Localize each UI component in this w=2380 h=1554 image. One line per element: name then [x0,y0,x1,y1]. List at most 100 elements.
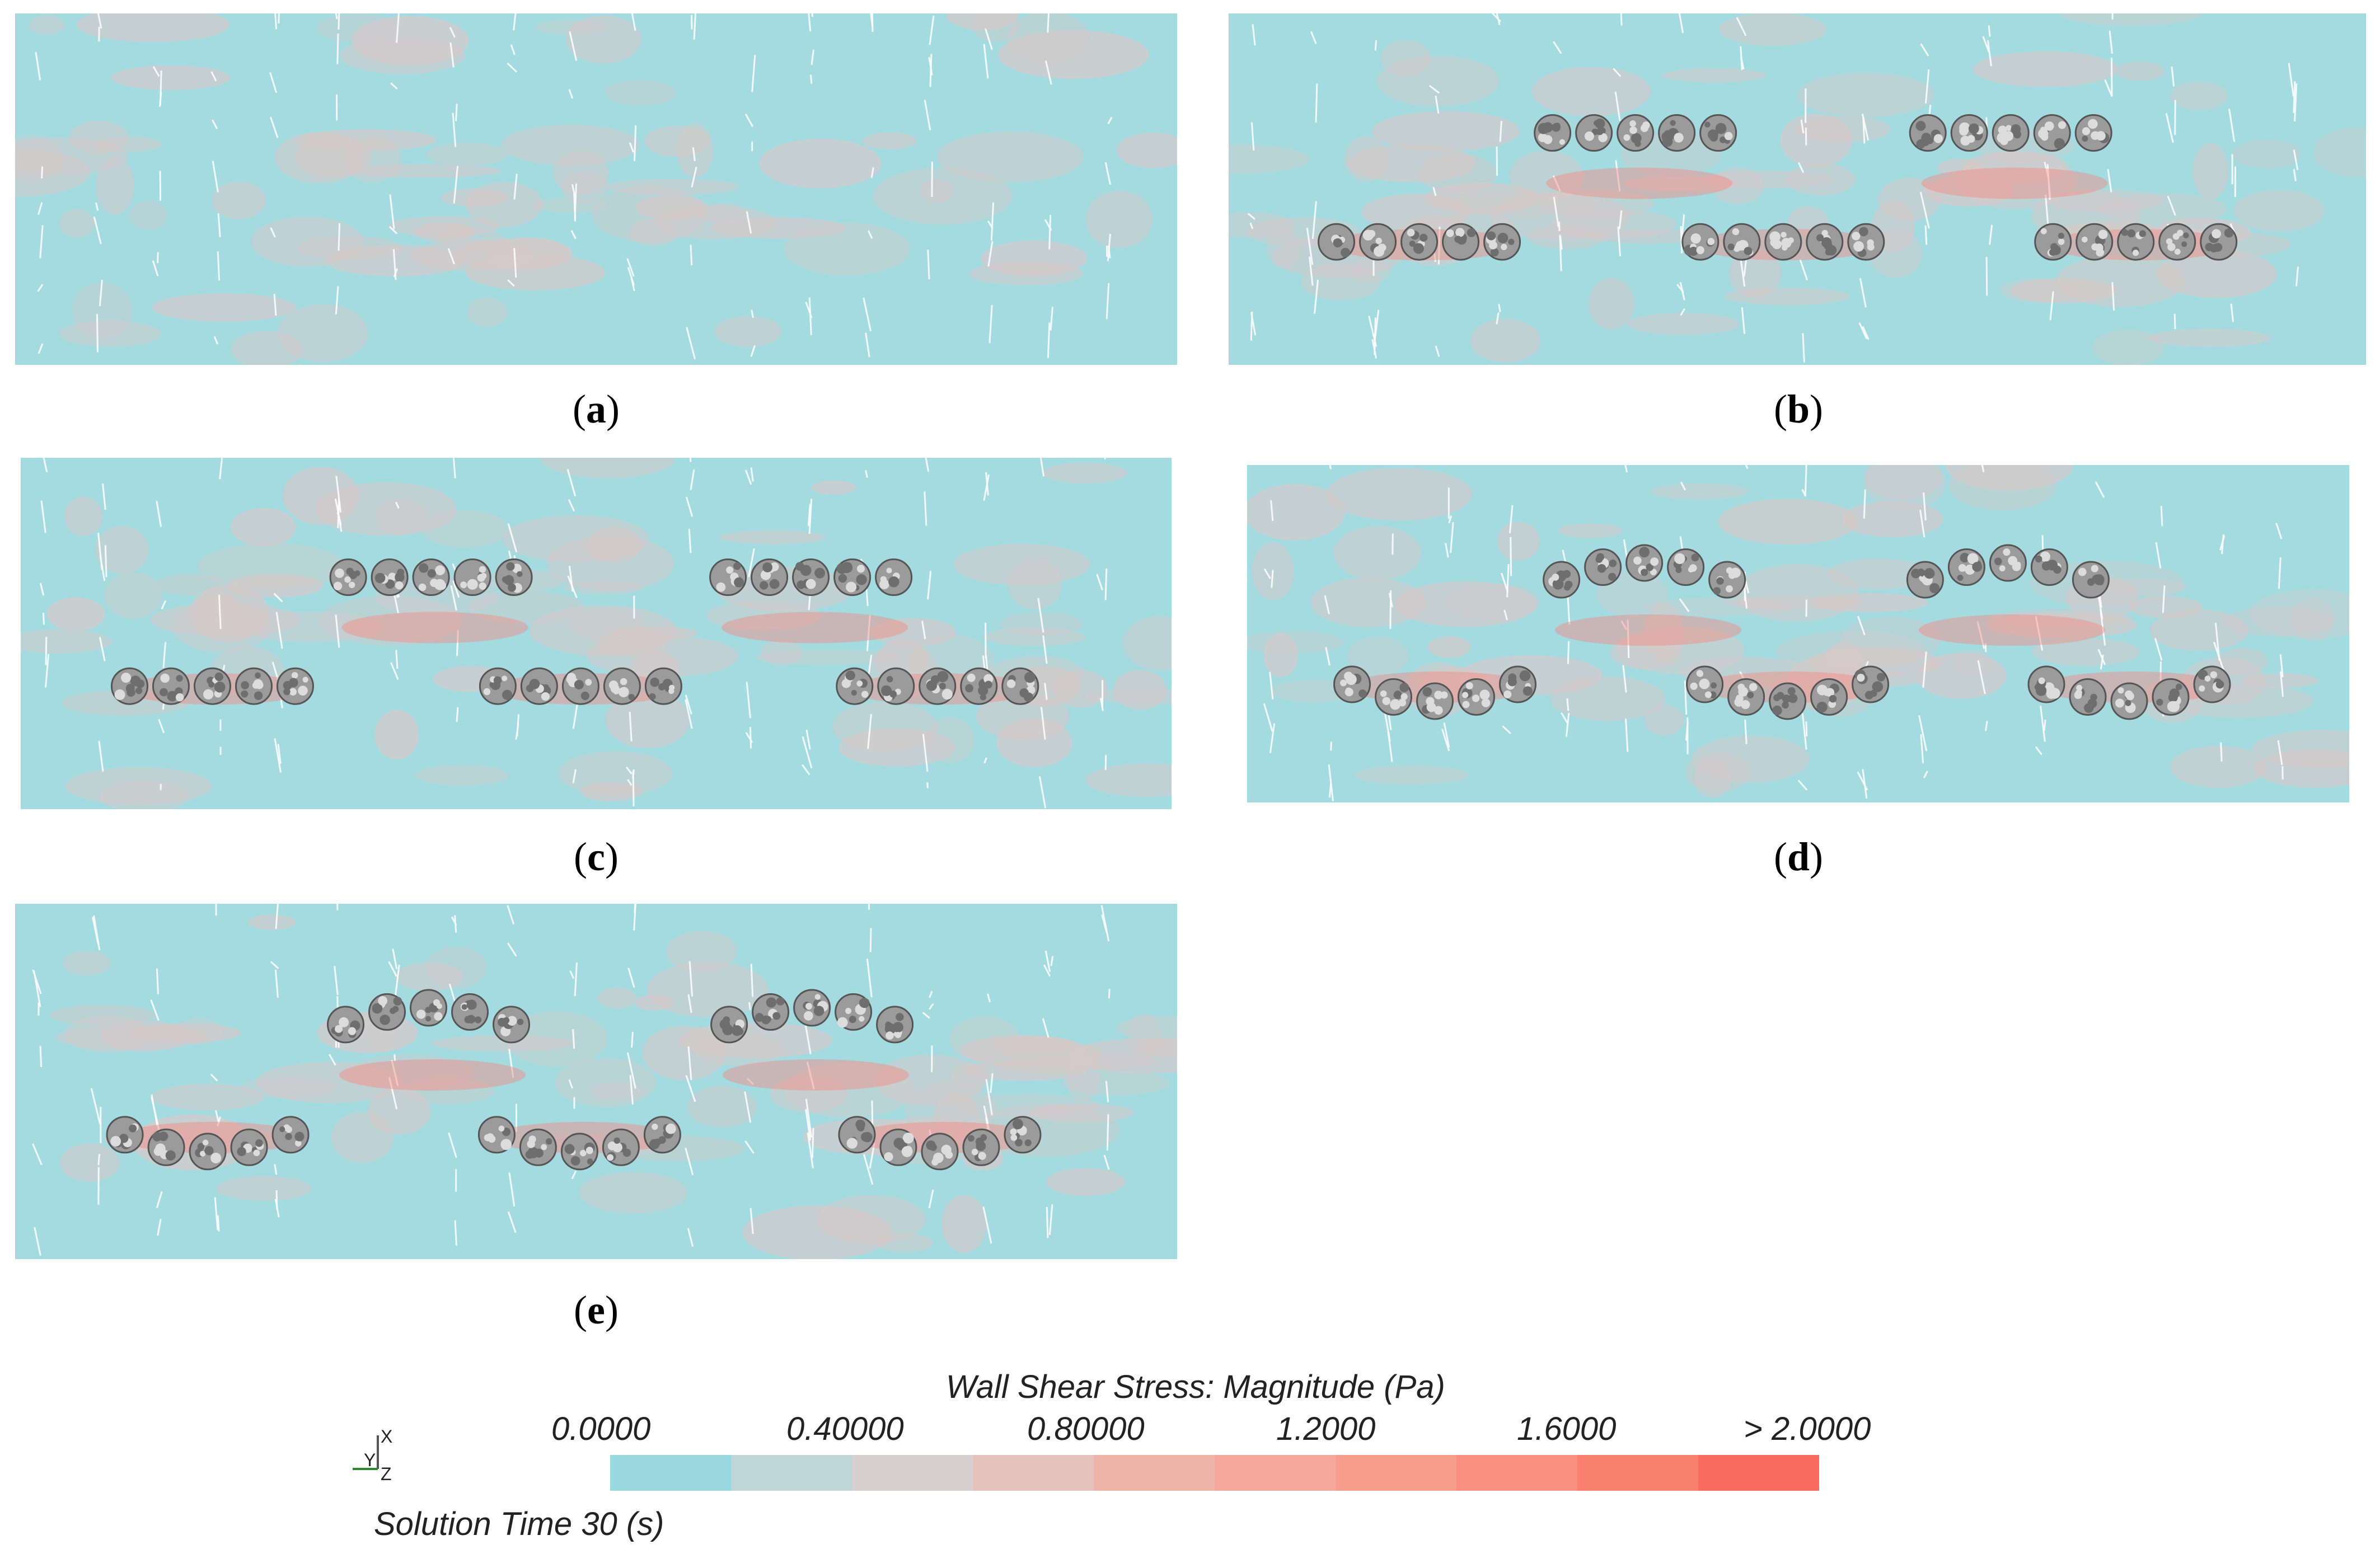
particle [1575,114,1613,152]
velocity-vector [2100,654,2104,670]
stress-patch [1923,175,2013,207]
velocity-vector [507,1211,517,1233]
stress-patch [189,585,269,642]
velocity-vector [217,213,221,237]
velocity-vector [1428,84,1440,94]
stress-patch [953,543,1090,585]
particle [451,993,489,1031]
velocity-vector [152,66,160,77]
velocity-vector [217,251,221,281]
stress-patch [1137,1038,1177,1058]
velocity-vector [869,928,872,952]
velocity-vector [1984,721,1988,731]
stress-patch [1693,757,1732,798]
stress-patch [2233,190,2325,232]
particle [276,667,314,705]
velocity-vector [1448,515,1453,524]
stress-patch [2157,250,2277,298]
velocity-vector [983,474,990,501]
velocity-vector [2155,542,2162,569]
velocity-vector [2228,109,2236,142]
particle [879,1128,917,1166]
velocity-vector [1614,91,1621,121]
legend-tick: 1.6000 [1517,1411,1617,1447]
particle [561,667,599,705]
stress-patch [1333,526,1422,580]
particle [793,989,831,1027]
velocity-vector [687,994,692,1013]
velocity-vector [161,600,167,610]
velocity-vector [335,286,339,314]
velocity-vector [1101,914,1108,933]
velocity-vector [390,662,399,680]
stress-patch [46,597,105,631]
velocity-vector [983,44,989,79]
stress-patch [1946,465,2074,491]
stress-patch [251,217,364,267]
particle [1681,223,1720,261]
velocity-vector [2162,585,2166,613]
velocity-vector [1553,41,1562,54]
particle [235,667,273,705]
velocity-vector [274,1199,280,1218]
velocity-vector [806,1061,815,1090]
velocity-vector [634,125,637,161]
velocity-vector [43,458,48,472]
velocity-vector [508,1049,514,1078]
velocity-vector [39,583,45,596]
stress-patch [1470,318,1541,363]
velocity-vector [805,1109,812,1141]
particle [519,1128,557,1166]
velocity-vector [929,54,933,87]
velocity-vector [924,491,927,526]
stress-patch [904,1082,996,1137]
stress-patch [226,574,324,598]
velocity-vector [1799,259,1809,281]
velocity-vector [1441,729,1450,752]
particle [479,667,517,705]
velocity-vector [569,31,578,61]
stress-patch [2092,330,2164,365]
velocity-vector [746,211,752,234]
particle [960,667,998,705]
stress-patch [711,217,846,239]
particle [1852,665,1890,703]
velocity-vector [2043,720,2046,731]
velocity-vector [1048,215,1052,250]
velocity-vector [1553,196,1559,227]
particle [412,558,450,597]
velocity-vector [801,764,810,776]
velocity-vector [572,704,578,729]
velocity-vector [1250,122,1255,151]
velocity-vector [1105,283,1110,320]
stress-patch [2150,609,2248,651]
particle [1806,223,1844,261]
stress-patch [1046,1168,1125,1196]
velocity-vector [274,1164,278,1175]
velocity-vector [42,613,45,625]
stress-patch [873,167,1013,225]
particle [1400,223,1439,261]
stress-patch [635,195,709,220]
velocity-vector [273,294,277,316]
velocity-vector [1252,24,1256,46]
velocity-vector [39,225,44,259]
stress-patch [343,136,402,182]
velocity-vector [685,1147,694,1176]
velocity-vector [693,13,697,40]
velocity-vector [627,779,633,786]
velocity-vector [1743,588,1748,609]
velocity-vector [1923,771,1928,778]
velocity-vector [456,630,459,656]
stress-hotspot [341,612,528,644]
velocity-vector [1328,783,1332,798]
stress-patch [1617,626,1745,674]
velocity-vector [215,1110,219,1122]
velocity-vector [982,1206,992,1244]
velocity-vector [687,1046,692,1081]
velocity-vector [1622,665,1627,693]
velocity-vector [627,968,635,988]
velocity-vector [1450,522,1454,553]
particle [875,558,913,597]
velocity-vector [629,1075,634,1105]
